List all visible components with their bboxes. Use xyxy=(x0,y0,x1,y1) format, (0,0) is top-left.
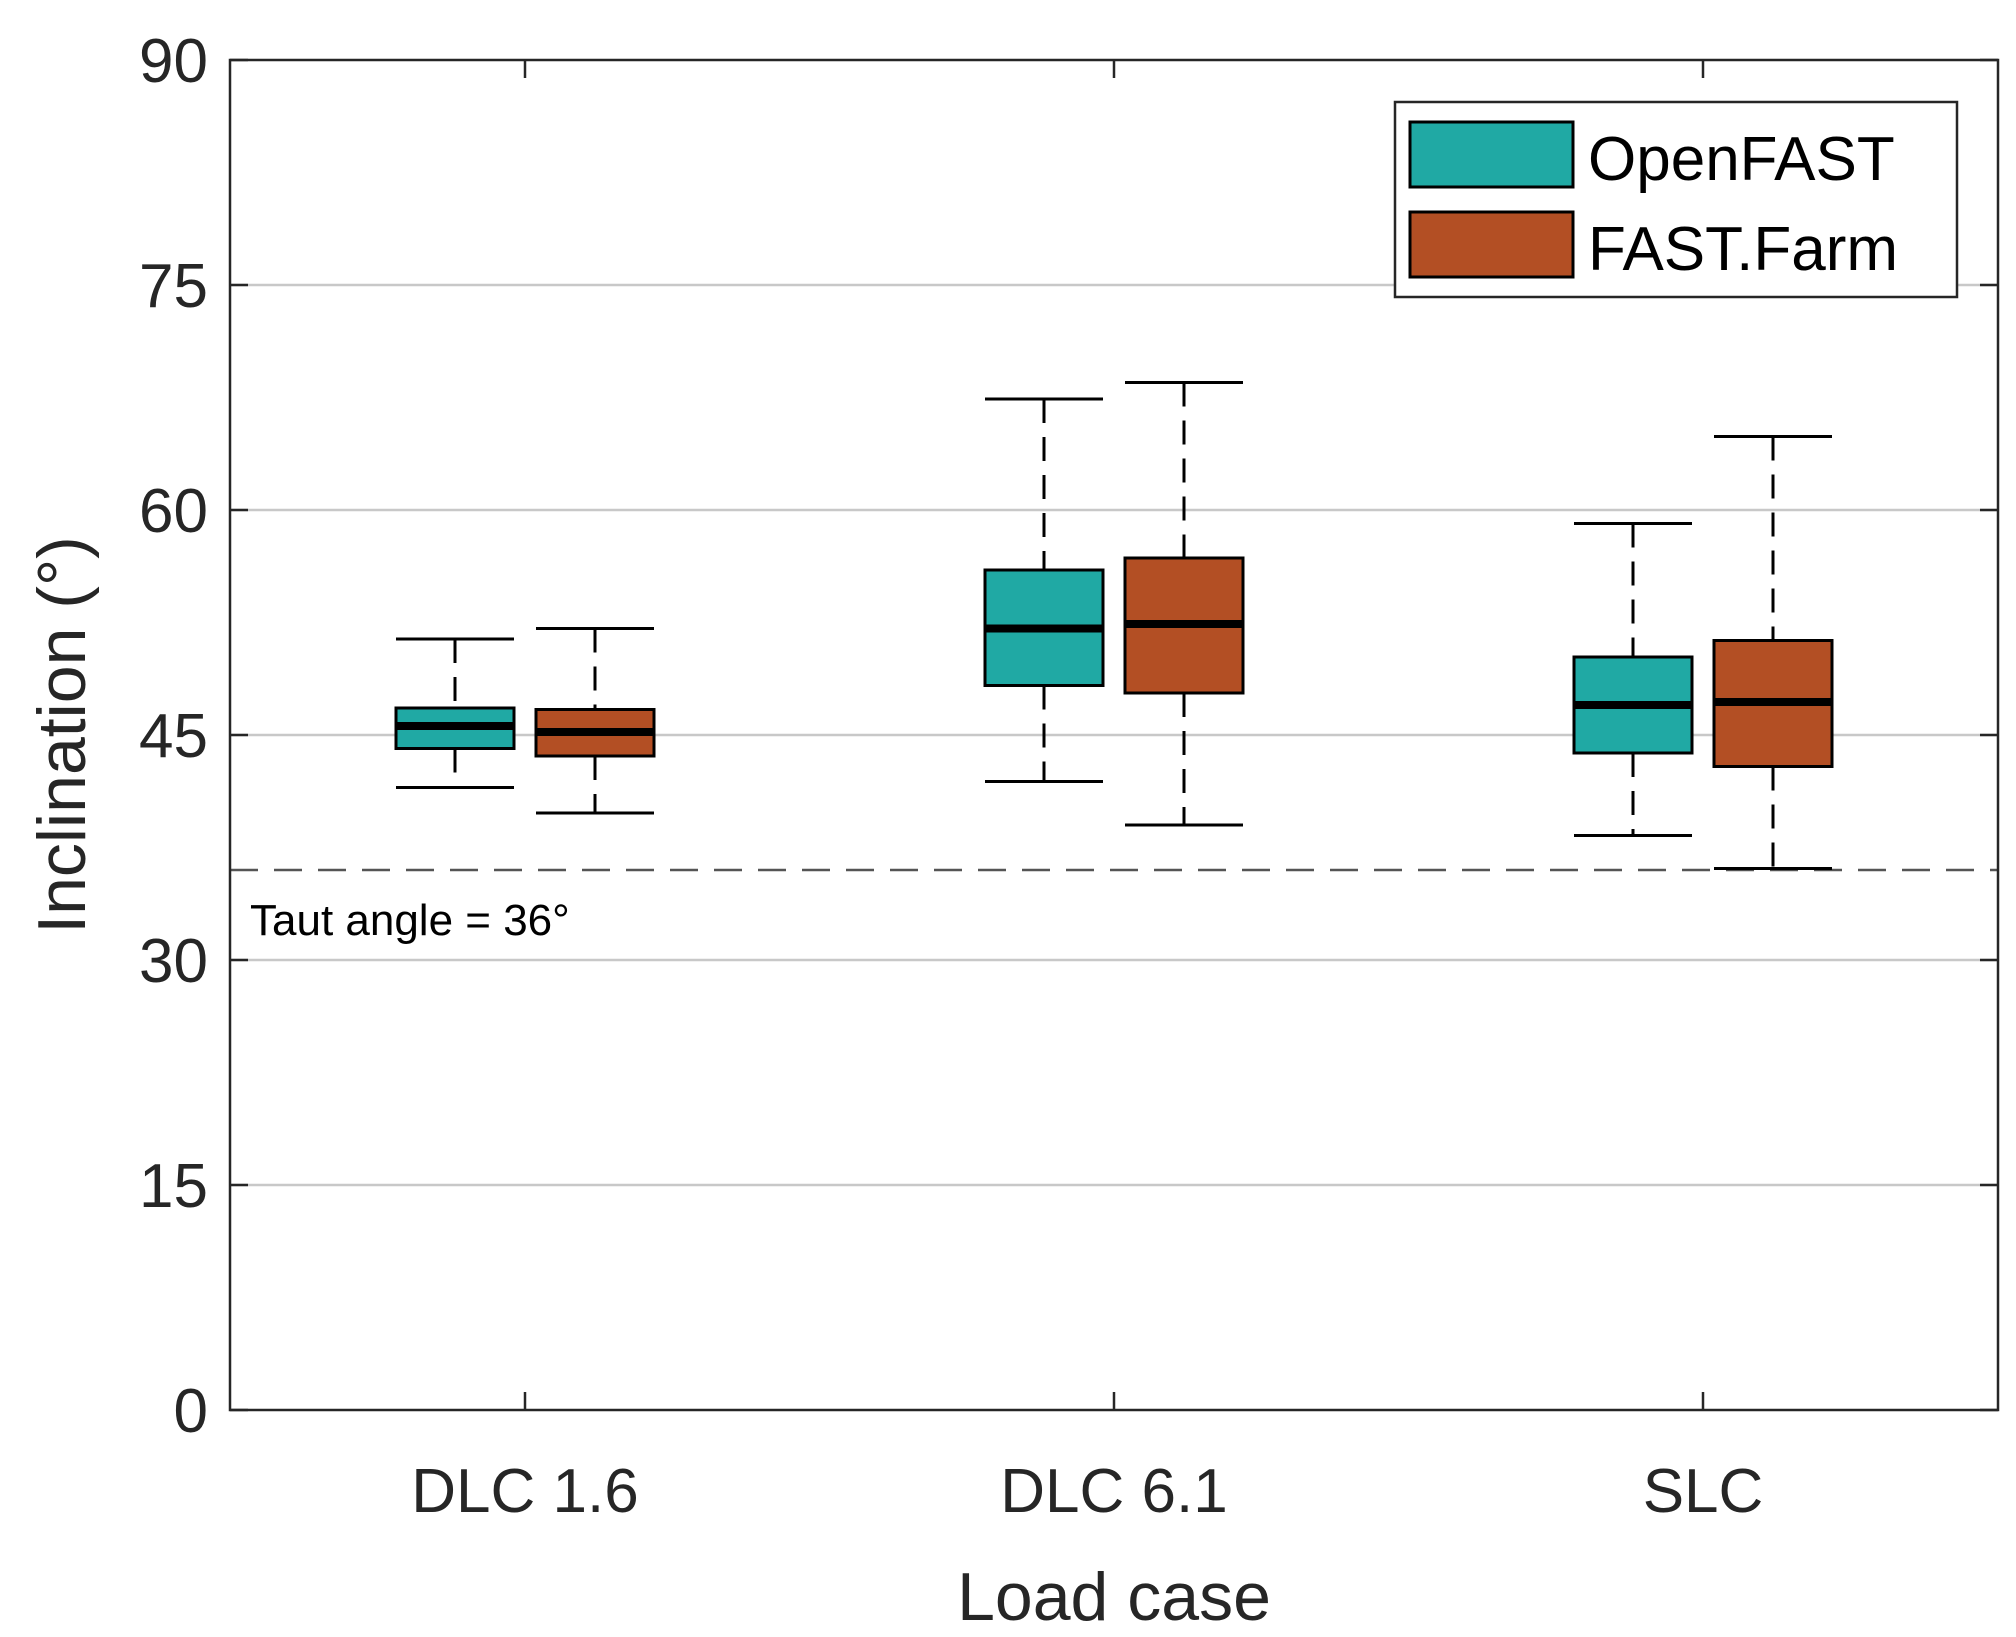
legend-swatch-openfast xyxy=(1408,120,1575,189)
y-tick-label: 75 xyxy=(139,252,208,321)
box-fast-farm-1 xyxy=(1123,381,1245,827)
grid-lines xyxy=(230,283,1998,1187)
x-category-label: DLC 1.6 xyxy=(411,1457,638,1526)
y-tick-label: 0 xyxy=(174,1377,208,1446)
y-tick-label: 90 xyxy=(139,27,208,96)
y-tick-label: 45 xyxy=(139,702,208,771)
x-axis-title: Load case xyxy=(957,1559,1271,1635)
taut-angle-label: Taut angle = 36° xyxy=(250,896,570,945)
x-category-labels: DLC 1.6 DLC 6.1 SLC xyxy=(411,1457,1763,1526)
axis-ticks xyxy=(230,58,1998,1412)
box-openfast-0 xyxy=(394,637,516,789)
y-tick-labels: 0 15 30 45 60 75 90 xyxy=(139,27,208,1446)
x-category-label: DLC 6.1 xyxy=(1000,1457,1227,1526)
y-axis-title: Inclination (°) xyxy=(24,536,100,934)
box-openfast-2 xyxy=(1572,522,1694,837)
y-tick-label: 30 xyxy=(139,927,208,996)
y-tick-label: 15 xyxy=(139,1152,208,1221)
box-openfast-1 xyxy=(983,397,1105,783)
box-groups xyxy=(394,381,1834,870)
box-fast-farm-0 xyxy=(534,627,656,815)
legend-label-openfast: OpenFAST xyxy=(1588,125,1895,194)
y-tick-label: 60 xyxy=(139,477,208,546)
box-fast-farm-2 xyxy=(1712,435,1834,870)
x-category-label: SLC xyxy=(1643,1457,1764,1526)
legend: OpenFAST FAST.Farm xyxy=(1393,100,1959,299)
legend-swatch-fastfarm xyxy=(1408,210,1575,279)
legend-label-fastfarm: FAST.Farm xyxy=(1588,215,1898,284)
